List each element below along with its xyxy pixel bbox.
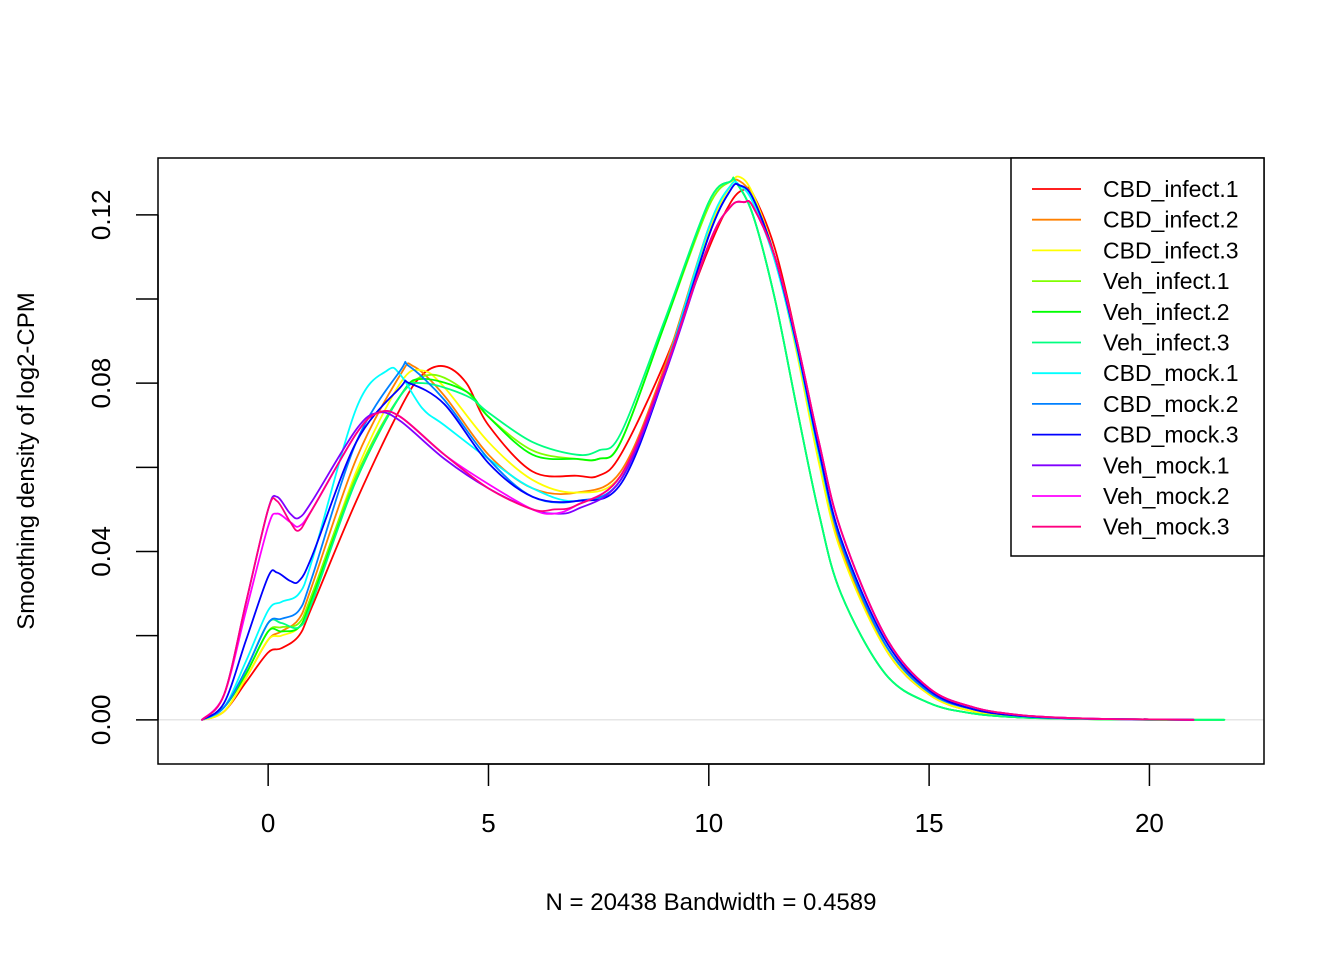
legend-label: Veh_infect.1	[1103, 268, 1230, 294]
y-tick-label: 0.04	[86, 526, 116, 577]
x-tick-label: 5	[481, 808, 495, 838]
series-line-6	[201, 176, 1226, 721]
x-axis-label: N = 20438 Bandwidth = 0.4589	[546, 889, 877, 916]
x-tick-label: 15	[915, 808, 944, 838]
legend-label: CBD_infect.1	[1103, 176, 1239, 202]
series-line-12	[201, 199, 1195, 721]
series-layer	[201, 175, 1226, 721]
legend-label: Veh_infect.3	[1103, 330, 1230, 356]
legend-label: Veh_mock.2	[1103, 483, 1230, 509]
legend-label: Veh_mock.1	[1103, 452, 1230, 478]
y-tick-label: 0.08	[86, 358, 116, 409]
legend-label: Veh_infect.2	[1103, 299, 1230, 325]
legend-label: Veh_mock.3	[1103, 514, 1230, 540]
x-tick-label: 10	[694, 808, 723, 838]
legend-label: CBD_mock.2	[1103, 391, 1238, 417]
legend-label: CBD_infect.3	[1103, 237, 1239, 263]
x-axis: 0 5 10 15 20	[261, 763, 1164, 838]
y-axis: 0.00 0.04 0.08 0.12	[86, 190, 159, 746]
legend-box	[1010, 157, 1265, 557]
x-tick-label: 0	[261, 808, 275, 838]
y-tick-label: 0.00	[86, 695, 116, 746]
y-axis-label: Smoothing density of log2-CPM	[13, 292, 40, 630]
legend-label: CBD_mock.1	[1103, 360, 1238, 386]
legend-label: CBD_infect.2	[1103, 207, 1239, 233]
x-tick-label: 20	[1135, 808, 1164, 838]
y-tick-label: 0.12	[86, 190, 116, 241]
legend-label: CBD_mock.3	[1103, 422, 1238, 448]
legend: CBD_infect.1 CBD_infect.2 CBD_infect.3 Veh_…	[1010, 157, 1265, 557]
